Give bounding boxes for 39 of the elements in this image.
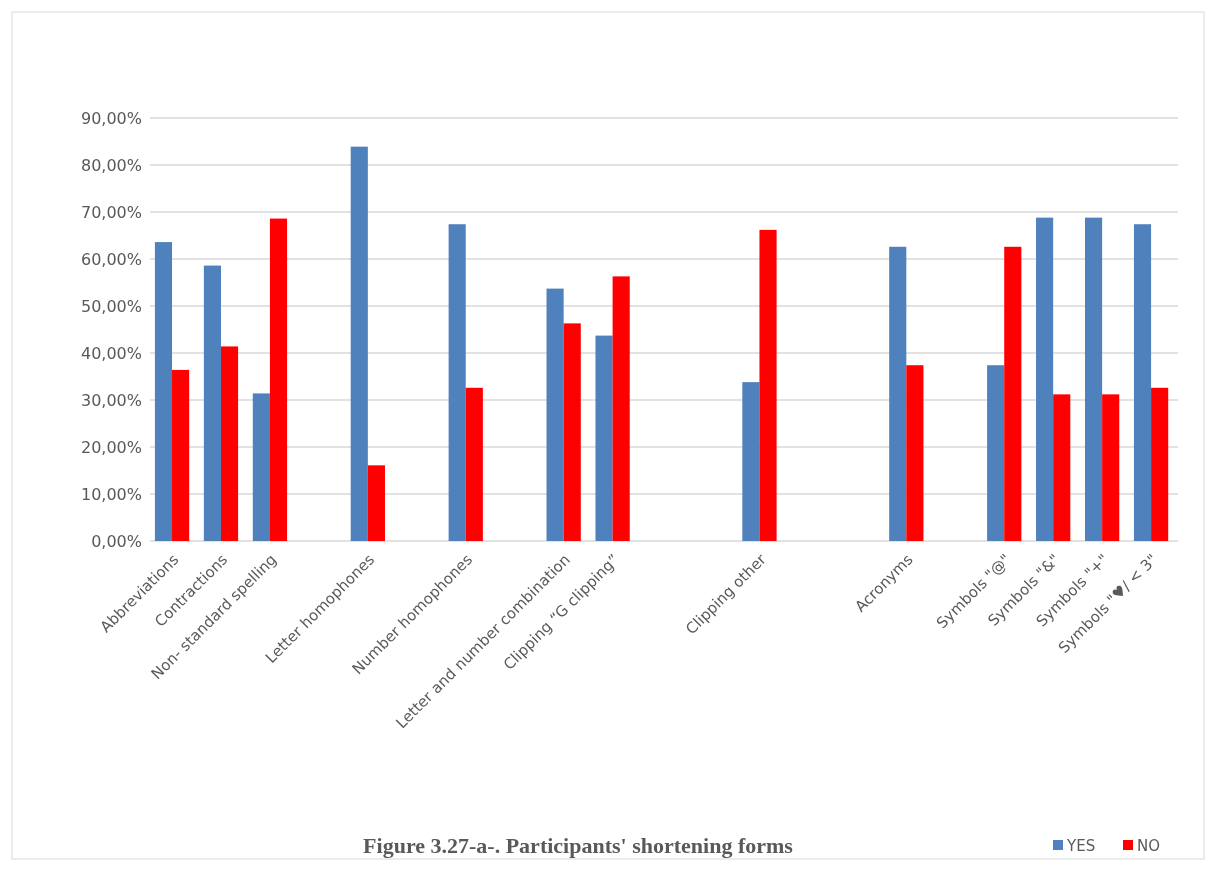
legend-label: NO	[1137, 837, 1161, 856]
bar	[563, 323, 581, 541]
bar	[595, 335, 613, 541]
bar	[742, 382, 760, 541]
y-tick-label: 80,00%	[80, 155, 142, 175]
bar	[759, 229, 777, 541]
y-tick-label: 50,00%	[80, 296, 142, 316]
bar	[465, 387, 483, 541]
bar	[612, 276, 630, 541]
bar	[350, 146, 368, 541]
bar	[1102, 394, 1120, 541]
bar	[252, 393, 270, 541]
y-tick-label: 90,00%	[80, 108, 142, 128]
y-tick-label: 20,00%	[80, 437, 142, 457]
y-tick-label: 40,00%	[80, 343, 142, 363]
bar	[1004, 246, 1022, 541]
bar	[1053, 394, 1071, 541]
bar	[1133, 224, 1152, 541]
bar	[203, 265, 221, 541]
bar	[906, 365, 924, 541]
bar	[889, 246, 907, 541]
bar	[367, 465, 385, 541]
y-tick-label: 70,00%	[80, 202, 142, 222]
bar	[220, 346, 239, 541]
legend-label: YES	[1066, 837, 1096, 856]
y-tick-label: 30,00%	[80, 390, 142, 410]
text: Figure 3.27-a-. Participants' shortening forms	[363, 833, 794, 858]
bar	[172, 369, 190, 541]
bar	[1084, 217, 1103, 541]
bar	[1151, 387, 1169, 541]
y-tick-label: 60,00%	[80, 249, 142, 269]
y-tick-label: 10,00%	[80, 484, 142, 504]
bar	[448, 224, 466, 541]
bar	[987, 365, 1005, 541]
y-tick-label: 0,00%	[91, 531, 142, 551]
bar	[546, 288, 564, 541]
bar	[1036, 217, 1054, 541]
bar	[269, 218, 288, 541]
bar	[154, 242, 173, 541]
